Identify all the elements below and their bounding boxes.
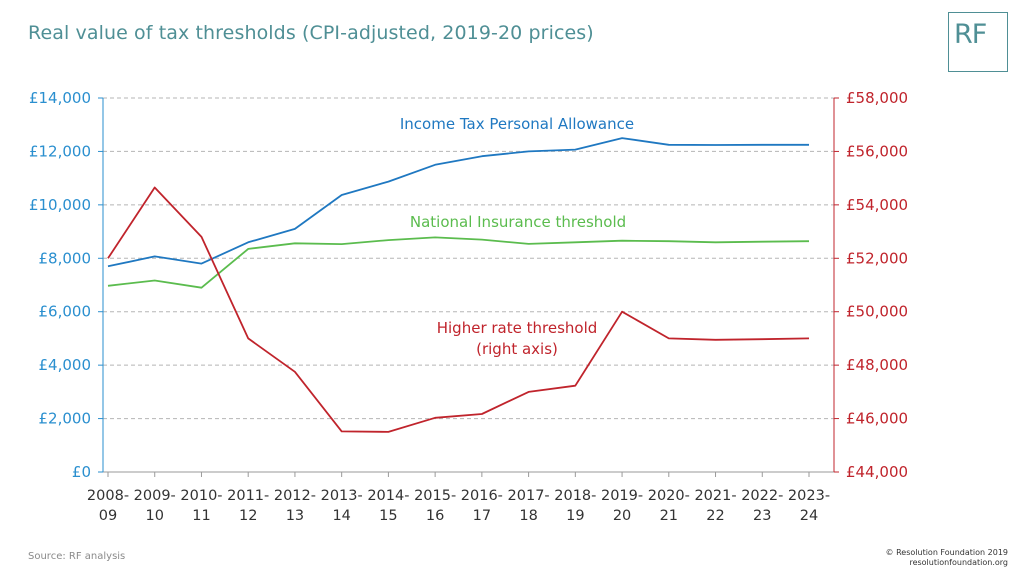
- gridlines: [103, 97, 834, 420]
- x-tick-label: 2019-20: [601, 488, 643, 524]
- copyright-note: © Resolution Foundation 2019 resolutionf…: [886, 548, 1008, 568]
- right-tick-label: £54,000: [846, 196, 908, 214]
- x-tick-label: 2022-23: [741, 488, 783, 524]
- website-line: resolutionfoundation.org: [909, 558, 1008, 567]
- line-chart: £0 £2,000 £4,000 £6,000 £8,000 £10,000 £12,000…: [29, 89, 908, 524]
- source-note: Source: RF analysis: [28, 551, 126, 562]
- left-tick-label: £4,000: [39, 356, 92, 374]
- left-tick-label: £8,000: [39, 249, 92, 267]
- x-tick-label: 2021-22: [694, 488, 736, 524]
- right-tick-label: £56,000: [846, 142, 908, 160]
- copyright-line: © Resolution Foundation 2019: [885, 548, 1008, 557]
- x-tick-label: 2017-18: [508, 488, 550, 524]
- x-tick-label: 2018-19: [554, 488, 596, 524]
- right-tick-label: £46,000: [846, 410, 908, 428]
- left-tick-label: £6,000: [39, 303, 92, 321]
- right-tick-label: £48,000: [846, 356, 908, 374]
- higher-rate-label: Higher rate threshold (right axis): [437, 319, 598, 358]
- personal-allowance-line: [107, 137, 809, 268]
- personal-allowance-label: Income Tax Personal Allowance: [400, 115, 634, 133]
- left-tick-label: £10,000: [29, 196, 91, 214]
- x-tick-label: 2014-15: [367, 488, 409, 524]
- right-tick-label: £52,000: [846, 249, 908, 267]
- x-tick-label: 2011-12: [227, 488, 269, 524]
- ni-threshold-label: National Insurance threshold: [410, 213, 626, 231]
- left-tick-label: £12,000: [29, 142, 91, 160]
- left-tick-label: £0: [72, 463, 91, 481]
- x-tick-label: 2012-13: [274, 488, 316, 524]
- x-tick-label: 2016-17: [461, 488, 503, 524]
- x-tick-label: 2013-14: [321, 488, 363, 524]
- series-lines: [107, 137, 810, 433]
- x-tick-label: 2023-24: [788, 488, 830, 524]
- x-tick-label: 2015-16: [414, 488, 456, 524]
- higher-rate-line: [107, 186, 810, 433]
- right-tick-label: £58,000: [846, 89, 908, 107]
- x-tick-label: 2009-10: [134, 488, 176, 524]
- axes: £0 £2,000 £4,000 £6,000 £8,000 £10,000 £12,000…: [29, 89, 908, 524]
- rf-logo: RF: [948, 12, 1008, 72]
- x-tick-label: 2020-21: [648, 488, 690, 524]
- series-labels: Income Tax Personal Allowance National In…: [400, 115, 634, 358]
- x-tick-label: 2008-09: [87, 488, 129, 524]
- right-tick-label: £44,000: [846, 463, 908, 481]
- left-tick-label: £14,000: [29, 89, 91, 107]
- x-tick-label: 2010-11: [180, 488, 222, 524]
- left-tick-label: £2,000: [39, 410, 92, 428]
- right-tick-label: £50,000: [846, 303, 908, 321]
- chart-title: Real value of tax thresholds (CPI-adjust…: [28, 22, 594, 44]
- ni-threshold-line: [107, 236, 810, 289]
